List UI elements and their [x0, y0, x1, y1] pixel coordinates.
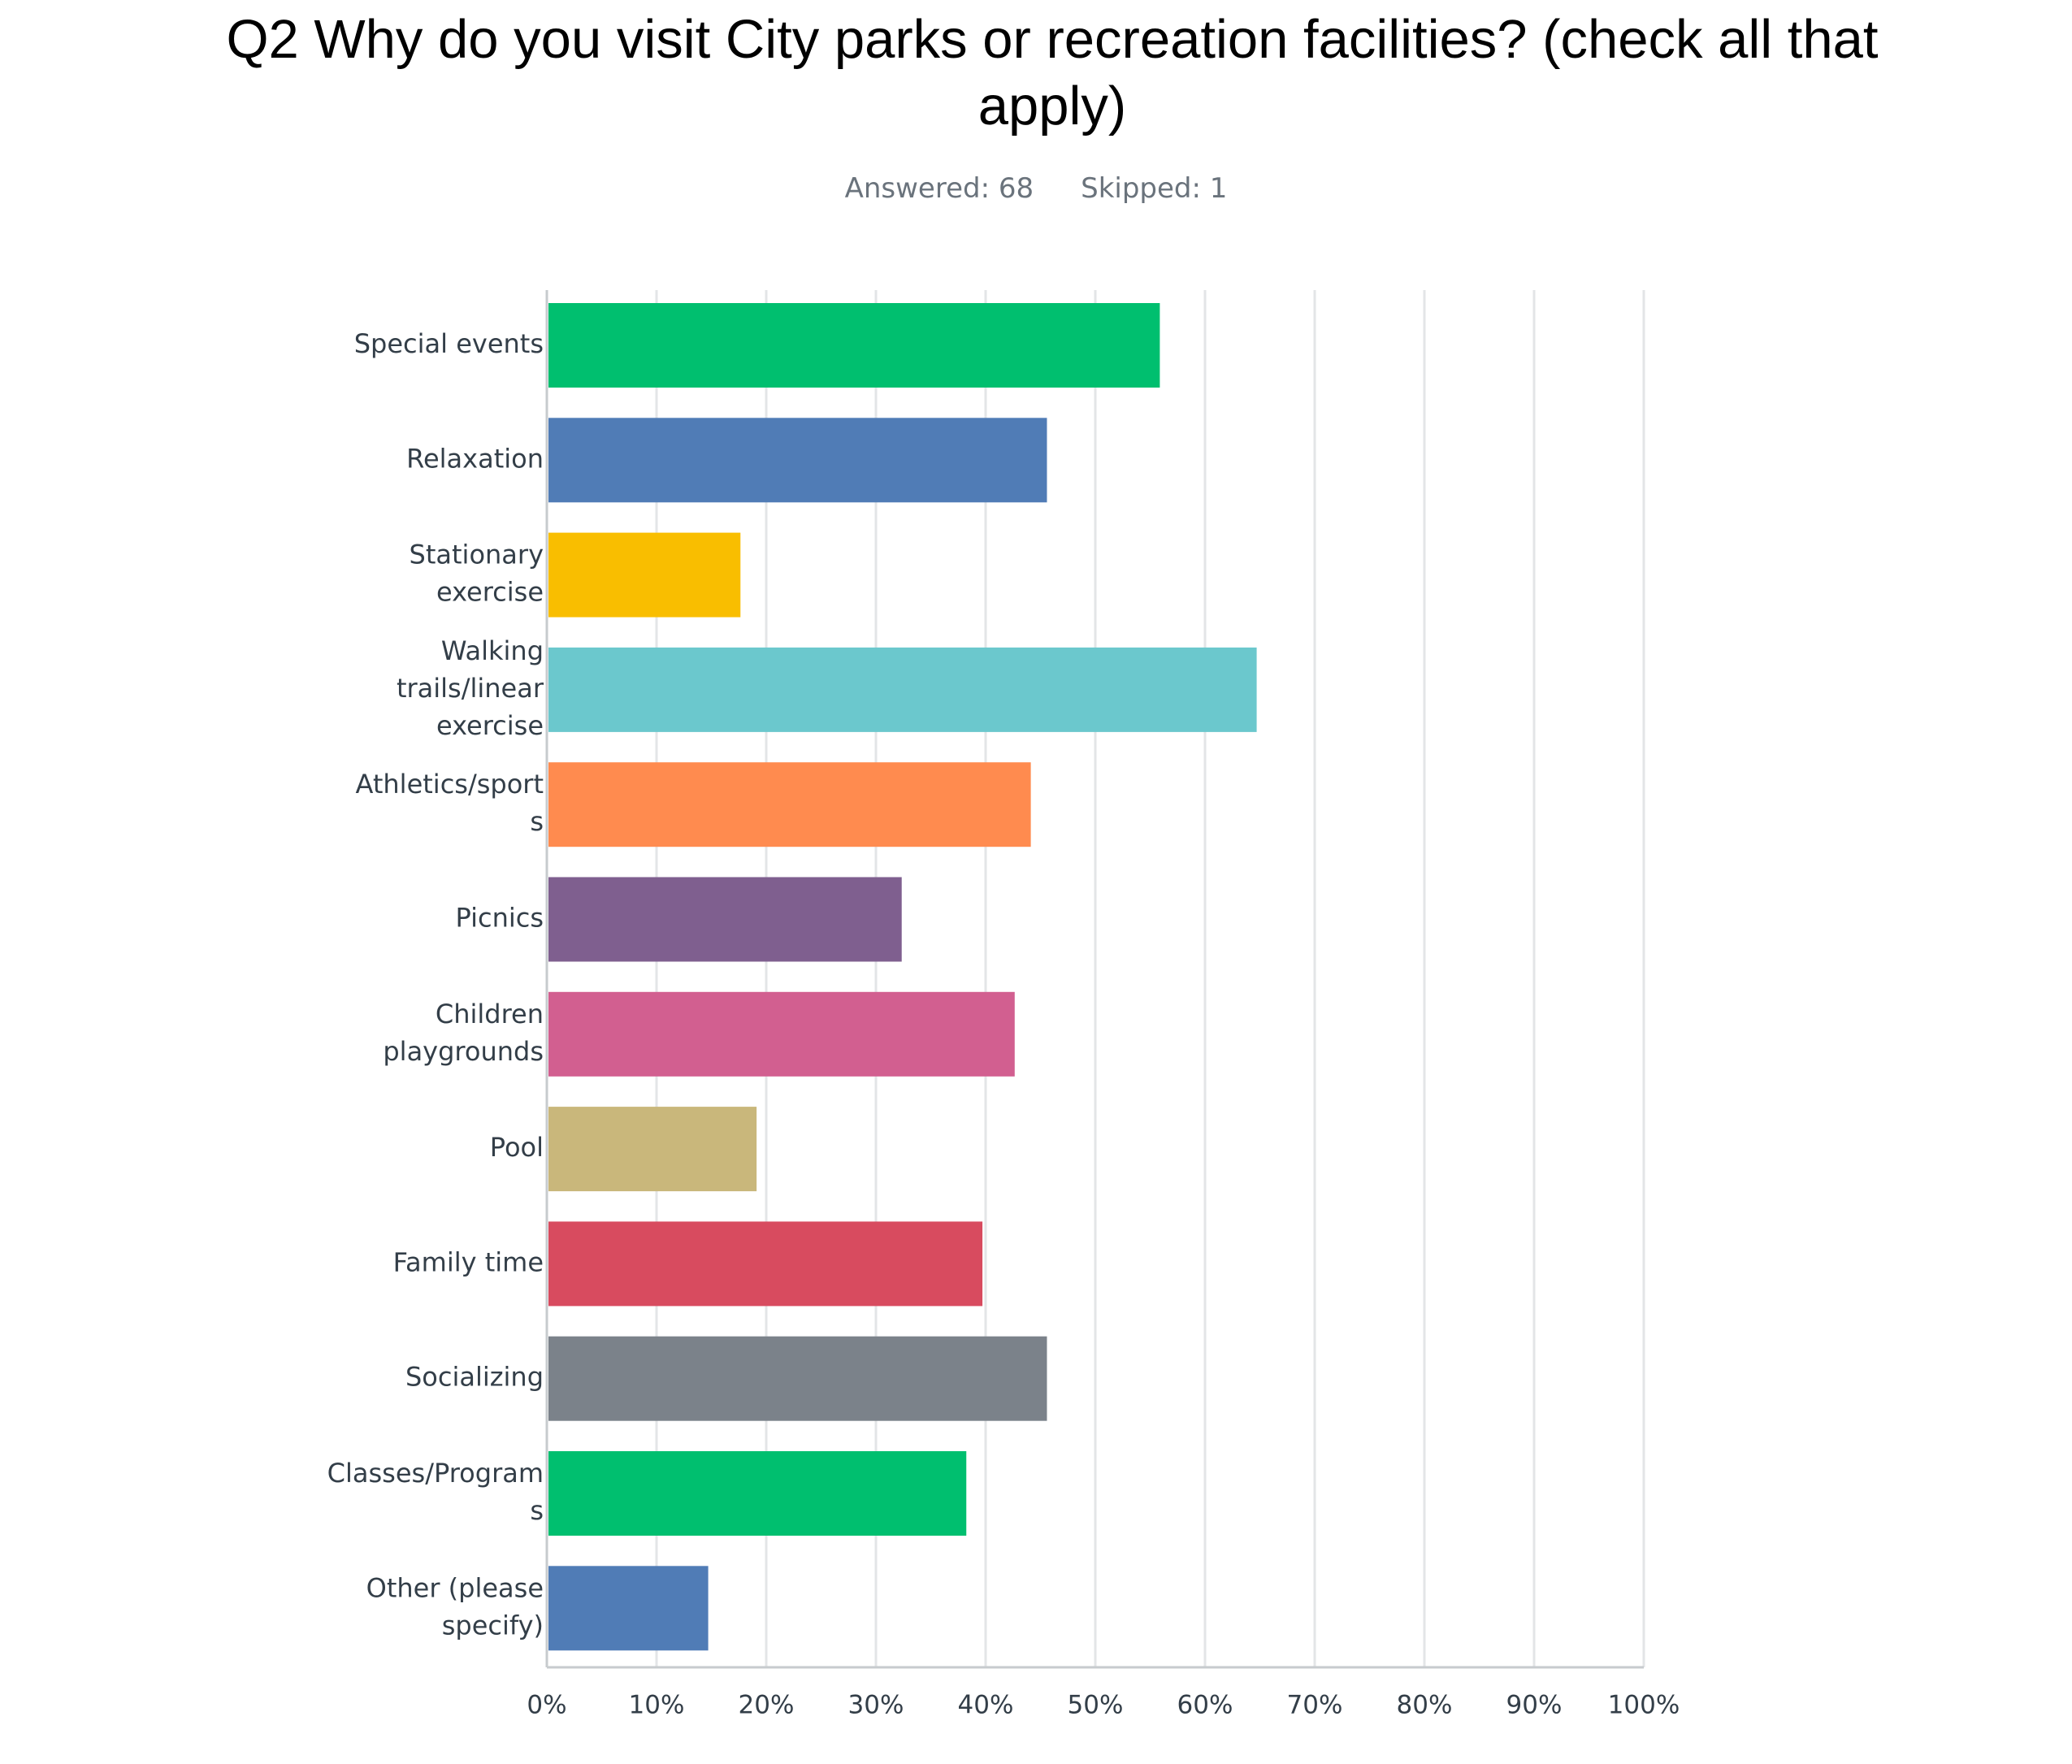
category-label: Special events	[354, 328, 544, 359]
bar	[548, 1221, 983, 1307]
category-label: Walking trails/linear exercise	[397, 635, 544, 741]
x-tick-label: 70%	[1287, 1691, 1343, 1720]
bar	[548, 418, 1047, 503]
axes	[545, 290, 1644, 1669]
category-label: Stationary exercise	[410, 540, 544, 608]
category-label: Children playgrounds	[383, 999, 544, 1067]
x-tick-label: 20%	[739, 1691, 795, 1720]
category-label: Socializing	[405, 1362, 544, 1393]
chart-title: Q2 Why do you visit City parks or recrea…	[130, 7, 1974, 140]
bar	[548, 303, 1160, 388]
bar	[548, 1336, 1047, 1421]
x-tick-label: 0%	[527, 1691, 566, 1720]
x-tick-label: 30%	[848, 1691, 904, 1720]
bar	[548, 1107, 757, 1192]
x-tick-label: 80%	[1397, 1691, 1453, 1720]
bar	[548, 532, 741, 618]
response-stats: Answered: 68 Skipped: 1	[0, 172, 2072, 205]
x-tick-label: 100%	[1608, 1691, 1680, 1720]
bars	[548, 303, 1257, 1651]
x-tick-label: 90%	[1506, 1691, 1563, 1720]
chart-title-line-2: apply)	[977, 76, 1127, 137]
bar	[548, 1451, 967, 1536]
category-labels: Special events Relaxation Stationary exerci…	[327, 328, 544, 1640]
category-label: Picnics	[455, 903, 544, 934]
bar	[548, 877, 902, 962]
x-tick-label: 50%	[1068, 1691, 1124, 1720]
bar	[548, 647, 1257, 732]
x-tick-label: 10%	[629, 1691, 685, 1720]
category-label: Other (please specify)	[366, 1572, 544, 1640]
x-tick-label: 40%	[958, 1691, 1014, 1720]
x-tick-labels: 0% 10% 20% 30% 40% 50% 60% 70% 80% 90% 100%	[527, 1691, 1680, 1720]
skipped-count: Skipped: 1	[1081, 172, 1228, 205]
answered-count: Answered: 68	[844, 172, 1034, 205]
gridlines	[655, 290, 1645, 1667]
category-label: Relaxation	[406, 443, 544, 474]
bar	[548, 762, 1031, 847]
bar	[548, 1566, 709, 1651]
category-label: Family time	[393, 1246, 544, 1277]
category-label: Classes/Program s	[327, 1458, 544, 1526]
category-label: Pool	[490, 1132, 544, 1163]
bar	[548, 991, 1015, 1077]
x-tick-label: 60%	[1177, 1691, 1233, 1720]
category-label: Athletics/sport s	[356, 769, 544, 837]
chart-title-line-1: Q2 Why do you visit City parks or recrea…	[226, 9, 1879, 70]
